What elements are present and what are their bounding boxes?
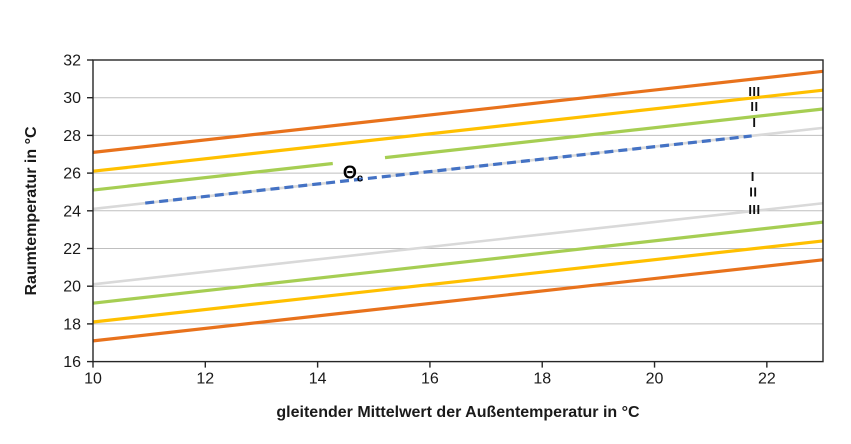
category-marker-lower-III: III [748,202,760,217]
y-tick-label: 28 [63,128,81,145]
series-line-upper-limit-green [92,161,333,192]
y-tick-label: 26 [63,166,81,183]
series-line-lower-limit-green [92,220,824,305]
y-tick-label: 18 [63,316,81,333]
category-marker-upper-I: I [752,115,756,130]
y-tick-label: 22 [63,241,81,258]
series-line-lower-limit-gray [92,201,824,286]
x-tick-label: 22 [758,371,776,388]
x-tick-label: 20 [646,371,664,388]
series-line-upper-limit-yellow [92,88,824,173]
series-line-upper-limit-green [384,107,824,160]
axis-ticks [87,59,768,368]
y-tick-label: 30 [63,90,81,107]
series-lines [92,69,824,343]
category-marker-upper-III: III [748,84,760,99]
y-tick-label: 24 [63,203,81,220]
series-line-upper-limit-orange [92,69,824,154]
y-tick-label: 20 [63,279,81,296]
x-tick-label: 16 [421,371,439,388]
x-tick-label: 14 [309,371,327,388]
series-line-comfort-temperature-dashed [145,134,752,205]
x-axis-title: gleitender Mittelwert der Außentemperatu… [276,404,640,421]
series-line-lower-limit-yellow [92,239,824,324]
theta-c-text: Θc [343,162,363,184]
category-marker-upper-II: II [750,99,758,114]
series-line-upper-limit-gray [92,180,335,211]
theta-c-label: Θc [343,162,363,184]
x-tick-label: 18 [533,371,551,388]
category-marker-lower-II: II [749,184,757,199]
category-marker-lower-I: I [751,169,755,184]
tick-labels: 10 12 14 16 18 20 22 16 18 20 22 24 26 28 30 32 [63,53,776,388]
y-tick-label: 32 [63,53,81,70]
x-tick-label: 10 [84,371,102,388]
x-tick-label: 12 [196,371,214,388]
y-tick-label: 16 [63,354,81,371]
series-line-lower-limit-orange [92,258,824,343]
gridlines [93,97,823,325]
